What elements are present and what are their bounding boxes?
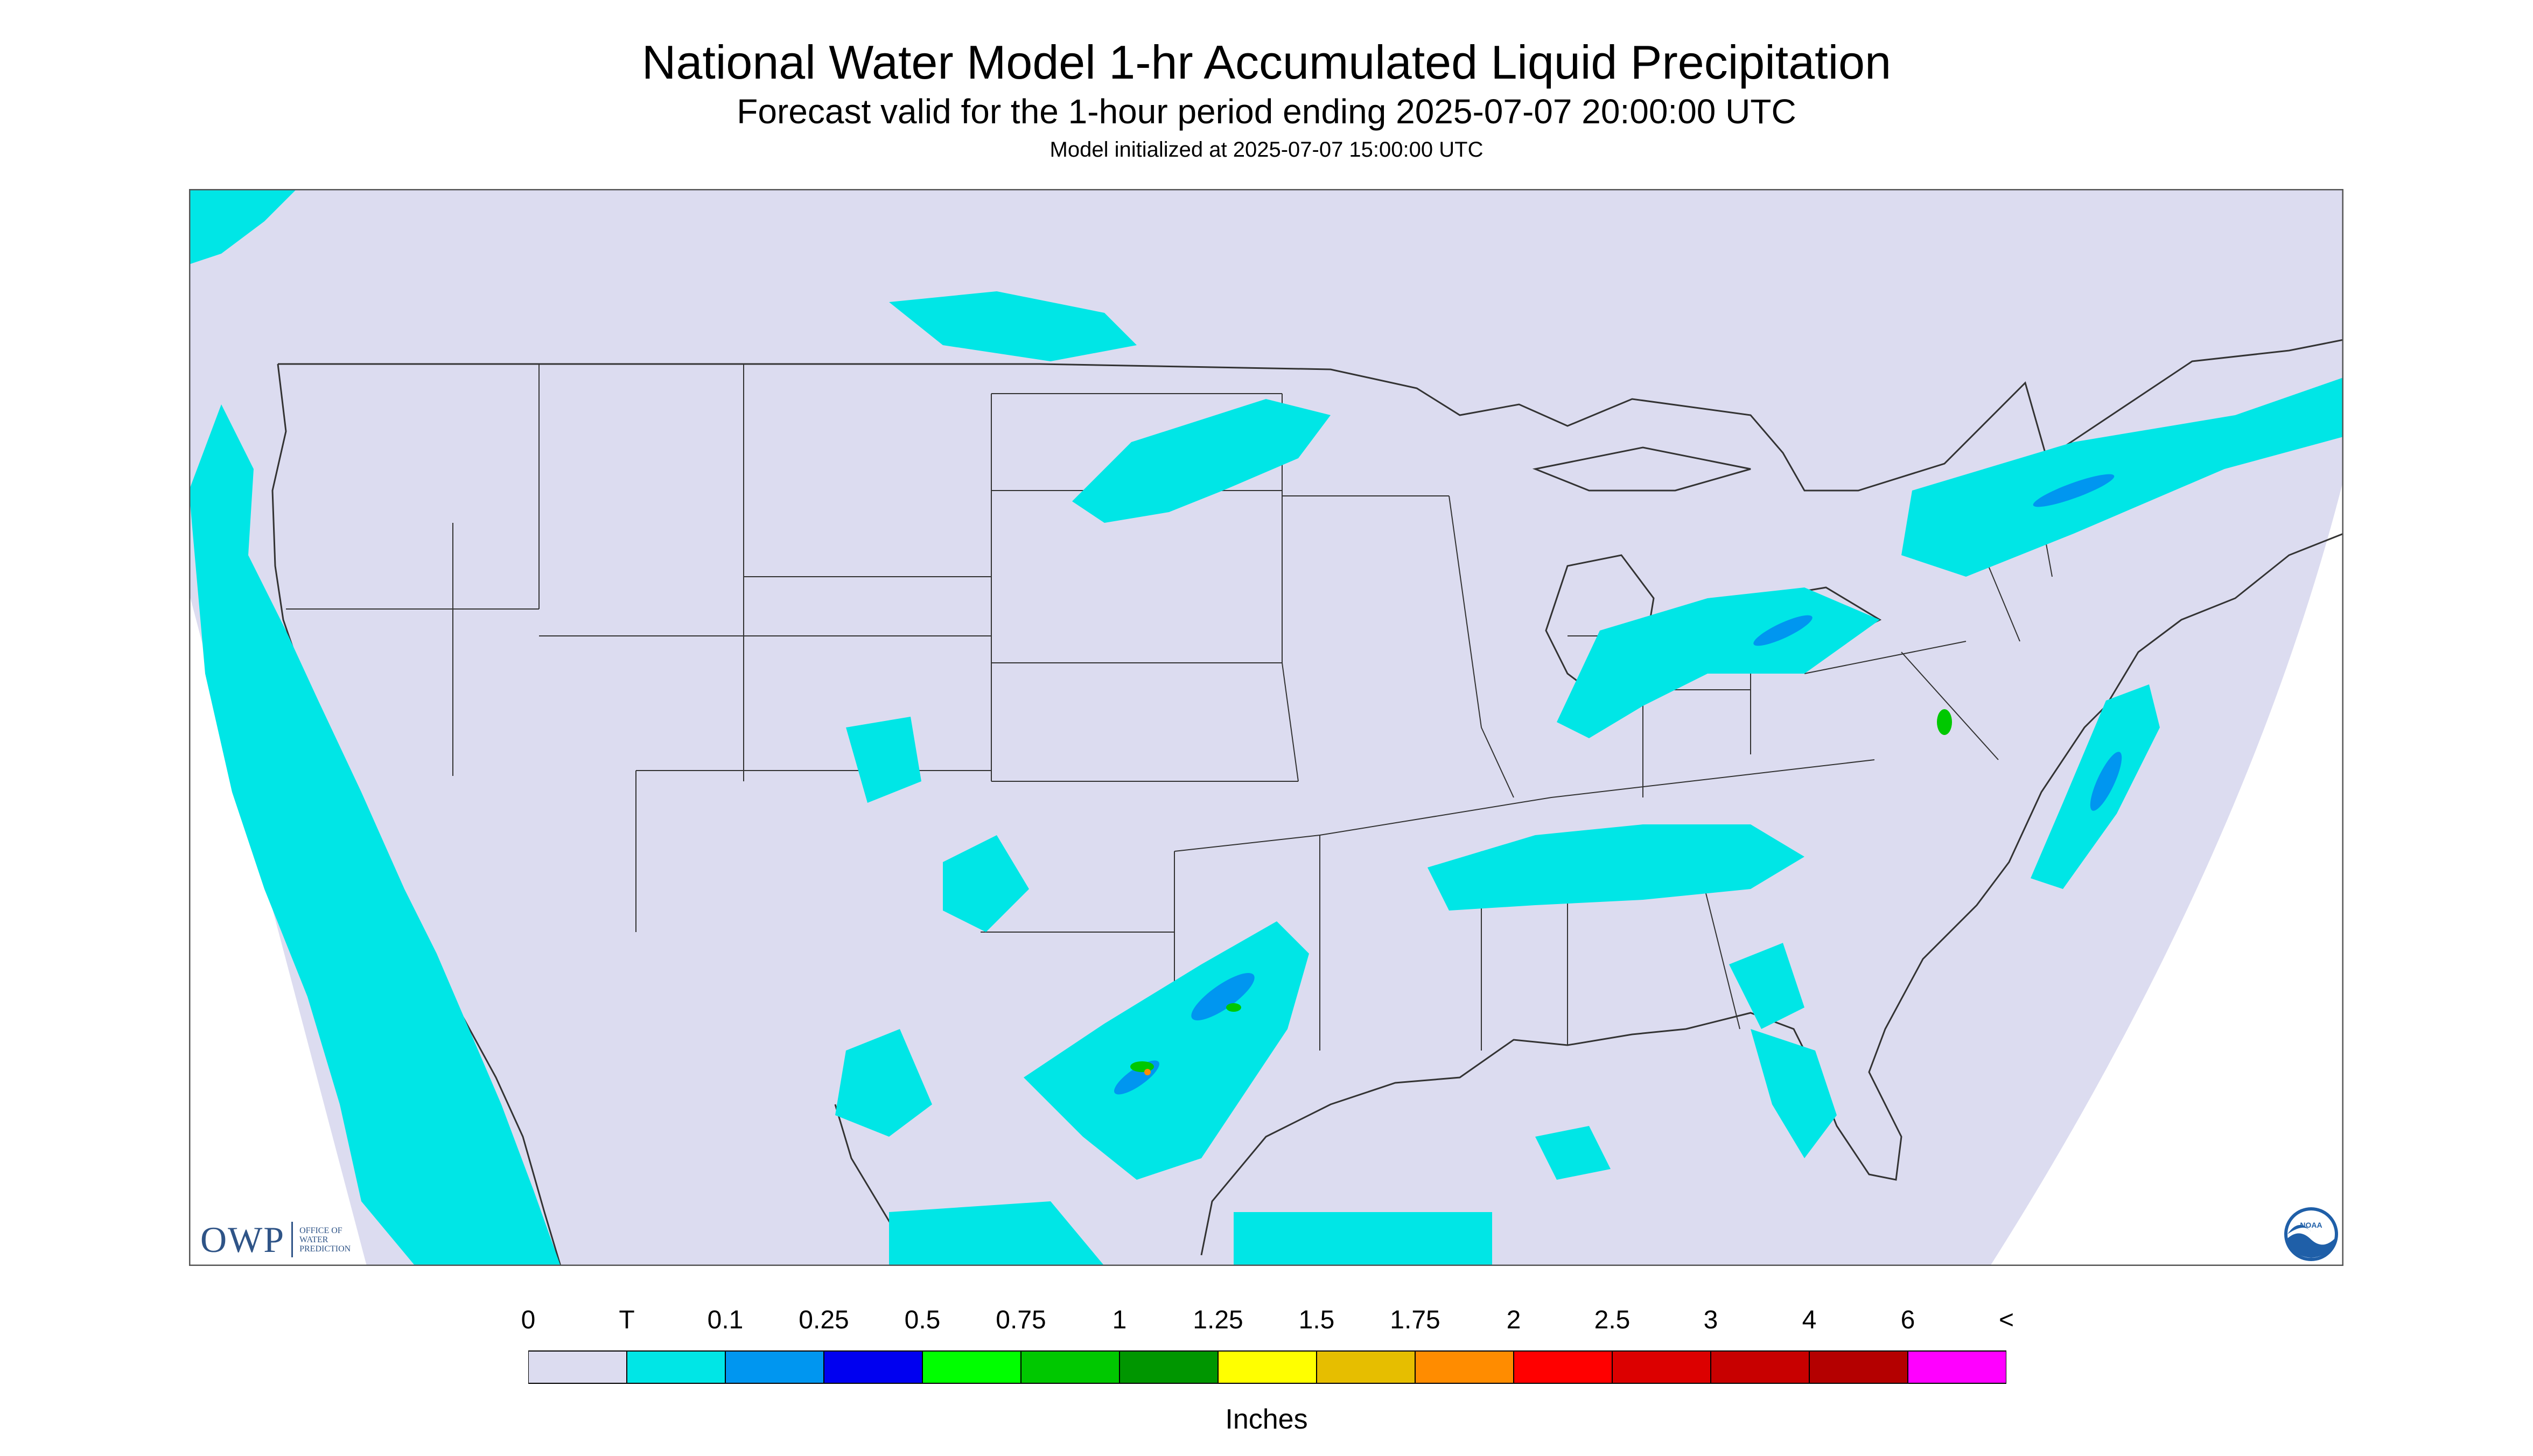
legend-label-6: 1 [1112,1306,1127,1334]
precip-heavy-cores [1114,474,2122,1095]
legend-swatch-10 [1513,1350,1613,1384]
legend-swatch-9 [1415,1350,1514,1384]
owp-logo-divider [291,1222,293,1257]
map-frame [189,189,2343,1266]
precip-minnesota [1072,399,1331,523]
legend-label-0: 0 [521,1306,536,1334]
precip-extreme-cores [1144,1069,1151,1075]
legend-swatch-14 [1907,1350,2006,1384]
precip-west-coast [189,404,561,1266]
precip-nw-corner [189,189,297,264]
legend-label-15: < [1998,1306,2014,1334]
legend-swatch-0 [528,1350,627,1384]
legend-swatch-2 [725,1350,824,1384]
projection-outside-right [1990,480,2343,1266]
precip-southeast [1428,824,1804,1029]
legend-label-9: 1.75 [1390,1306,1440,1334]
legend-label-5: 0.75 [996,1306,1046,1334]
legend-label-8: 1.5 [1298,1306,1335,1334]
legend-swatch-12 [1710,1350,1810,1384]
owp-logo: OWP Office of Water Prediction [200,1218,351,1261]
owp-logo-mark: OWP [200,1219,285,1260]
legend-label-12: 3 [1703,1306,1718,1334]
precip-northeast-band [1901,377,2343,577]
legend-label-1: T [619,1306,635,1334]
legend-swatch-11 [1612,1350,1711,1384]
model-init-text: Model initialized at 2025-07-07 15:00:00… [1049,138,1484,162]
legend-label-2: 0.1 [707,1306,744,1334]
legend-swatch-7 [1217,1350,1317,1384]
legend-swatch-3 [823,1350,923,1384]
precip-gulf-south [889,1126,1611,1266]
legend-color-bar [528,1350,2006,1384]
legend-label-10: 2 [1506,1306,1521,1334]
legend-swatch-8 [1316,1350,1416,1384]
legend-swatch-5 [1020,1350,1120,1384]
legend-label-11: 2.5 [1594,1306,1631,1334]
forecast-valid-subtitle: Forecast valid for the 1-hour period end… [737,92,1796,131]
precip-southern-plains [835,717,1029,1137]
noaa-logo-text: NOAA [2300,1221,2322,1229]
legend-swatch-4 [922,1350,1021,1384]
map-title: National Water Model 1-hr Accumulated Li… [641,36,1892,89]
legend-swatch-1 [626,1350,726,1384]
legend-label-13: 4 [1802,1306,1817,1334]
precip-north-plains [889,291,1137,361]
legend-units: Inches [1225,1404,1308,1435]
legend-label-4: 0.5 [904,1306,941,1334]
owp-logo-text: Office of Water Prediction [299,1226,351,1254]
map-border [189,189,2343,1266]
precip-florida [1751,1029,1837,1158]
legend-swatch-6 [1119,1350,1219,1384]
precipitation-map [189,189,2343,1266]
legend-label-7: 1.25 [1193,1306,1243,1334]
us-canada-border [278,339,2343,492]
legend-swatch-13 [1809,1350,1908,1384]
legend-label-14: 6 [1900,1306,1915,1334]
legend-labels: 0 T 0.1 0.25 0.5 0.75 1 1.25 1.5 1.75 2 2.5 3 4 6 < [0,1303,2533,1338]
noaa-logo: NOAA [2284,1207,2338,1261]
state-boundaries [278,363,2053,1051]
legend-label-3: 0.25 [799,1306,849,1334]
